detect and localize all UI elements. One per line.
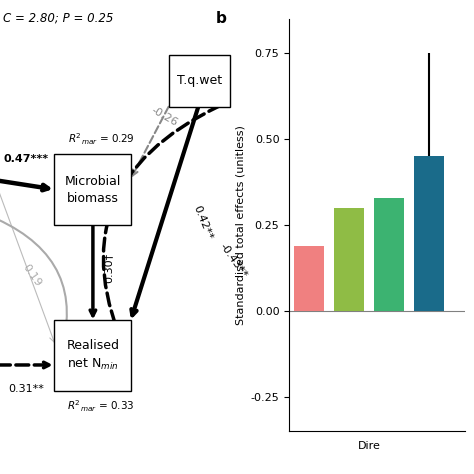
FancyBboxPatch shape <box>55 320 131 391</box>
Bar <box>374 198 404 311</box>
Text: T.q.wet: T.q.wet <box>176 74 222 87</box>
Bar <box>334 208 364 311</box>
FancyBboxPatch shape <box>55 154 131 225</box>
Text: 0.19: 0.19 <box>21 262 43 288</box>
Text: Microbial
biomass: Microbial biomass <box>65 174 121 205</box>
Bar <box>294 246 324 311</box>
Text: Realised
net N$_{min}$: Realised net N$_{min}$ <box>66 339 119 372</box>
Y-axis label: Standardised total effects (unitless): Standardised total effects (unitless) <box>235 125 245 325</box>
Text: 0.47***: 0.47*** <box>4 154 49 164</box>
Text: 0.30†: 0.30† <box>103 253 113 283</box>
Bar <box>414 156 444 311</box>
Text: 0.31**: 0.31** <box>9 384 45 394</box>
Text: 0.42**: 0.42** <box>191 204 214 241</box>
Text: -0.26: -0.26 <box>150 105 180 128</box>
Text: C = 2.80; P = 0.25: C = 2.80; P = 0.25 <box>3 12 113 25</box>
Text: b: b <box>216 11 227 26</box>
FancyBboxPatch shape <box>169 55 229 107</box>
Text: $R^2$$_{mar}$ = 0.29: $R^2$$_{mar}$ = 0.29 <box>67 131 134 147</box>
Text: $R^2$$_{mar}$ = 0.33: $R^2$$_{mar}$ = 0.33 <box>67 398 135 414</box>
Text: -0.43**: -0.43** <box>218 241 249 280</box>
